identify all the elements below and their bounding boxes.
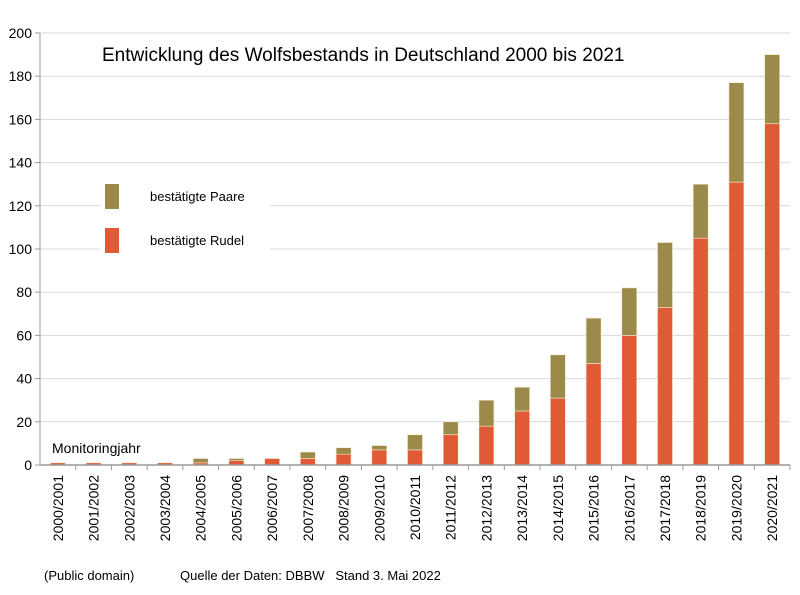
y-tick-label: 140 [9,155,33,171]
y-tick-label: 120 [9,198,33,214]
bar-paare [550,354,566,399]
bar-rudel [371,449,388,466]
legend-label-paare: bestätigte Paare [150,189,245,204]
bar-paare [335,447,352,455]
bar-paare [621,287,638,336]
legend-box [100,180,270,260]
x-tick-label: 2008/2009 [336,475,352,541]
source-note: Quelle der Daten: DBBW Stand 3. Mai 2022 [180,568,441,583]
x-tick-label: 2011/2012 [443,475,459,540]
bar-paare [514,386,530,412]
x-tick-label: 2005/2006 [228,475,244,541]
bar-rudel [335,453,352,466]
bar-rudel [514,410,530,466]
x-tick-label: 2012/2013 [478,475,494,541]
bar-paare [657,242,673,308]
y-tick-label: 20 [16,414,32,430]
x-tick-label: 2010/2011 [407,475,423,540]
y-tick-label: 160 [9,111,33,127]
bar-rudel [692,237,709,466]
bar-paare [585,317,602,364]
chart-title: Entwicklung des Wolfsbestands in Deutsch… [102,45,625,66]
x-tick-label: 2020/2021 [764,475,780,541]
bar-rudel [442,434,459,466]
bar-rudel [550,397,566,466]
bar-paare [478,399,495,427]
bar-paare [442,421,459,436]
x-tick-label: 2009/2010 [371,475,387,541]
legend-label-rudel: bestätigte Rudel [150,233,244,248]
y-tick-label: 100 [9,241,33,257]
bar-rudel [264,458,280,466]
legend-swatch-paare [105,184,119,209]
x-tick-label: 2006/2007 [264,475,280,541]
bar-rudel [300,458,316,466]
license-note: (Public domain) [44,568,135,583]
x-tick-label: 2001/2002 [86,475,102,541]
bar-rudel [728,181,745,466]
x-tick-label: 2016/2017 [621,475,637,541]
x-tick-label: 2014/2015 [550,475,566,541]
bar-rudel [407,449,423,466]
x-axis-label: Monitoringjahr [52,440,141,456]
bar-paare [228,458,245,461]
x-tick-label: 2015/2016 [586,475,602,541]
bar-paare [692,183,709,239]
bar-paare [300,451,316,459]
x-tick-label: 2000/2001 [50,475,66,541]
y-tick-label: 0 [24,457,32,473]
bar-rudel [764,123,780,466]
x-tick-label: 2019/2020 [728,475,744,541]
bar-paare [192,458,209,464]
bar-paare [407,434,423,451]
x-tick-label: 2018/2019 [693,475,709,541]
x-tick-label: 2004/2005 [193,475,209,541]
bar-paare [728,82,745,183]
y-tick-label: 80 [16,284,32,300]
y-tick-label: 60 [16,327,32,343]
bar-paare [371,445,388,451]
bar-rudel [585,363,602,466]
bar-rudel [621,335,638,466]
y-tick-label: 40 [16,371,32,387]
y-tick-label: 200 [9,25,33,41]
legend-swatch-rudel [105,228,119,253]
x-tick-label: 2003/2004 [157,475,173,541]
y-tick-label: 180 [9,68,33,84]
bar-paare [764,54,780,125]
x-tick-label: 2007/2008 [300,475,316,541]
bar-rudel [478,425,495,466]
x-tick-label: 2002/2003 [121,475,137,541]
x-tick-label: 2013/2014 [514,475,530,541]
bar-rudel [657,307,673,466]
x-tick-label: 2017/2018 [657,475,673,541]
